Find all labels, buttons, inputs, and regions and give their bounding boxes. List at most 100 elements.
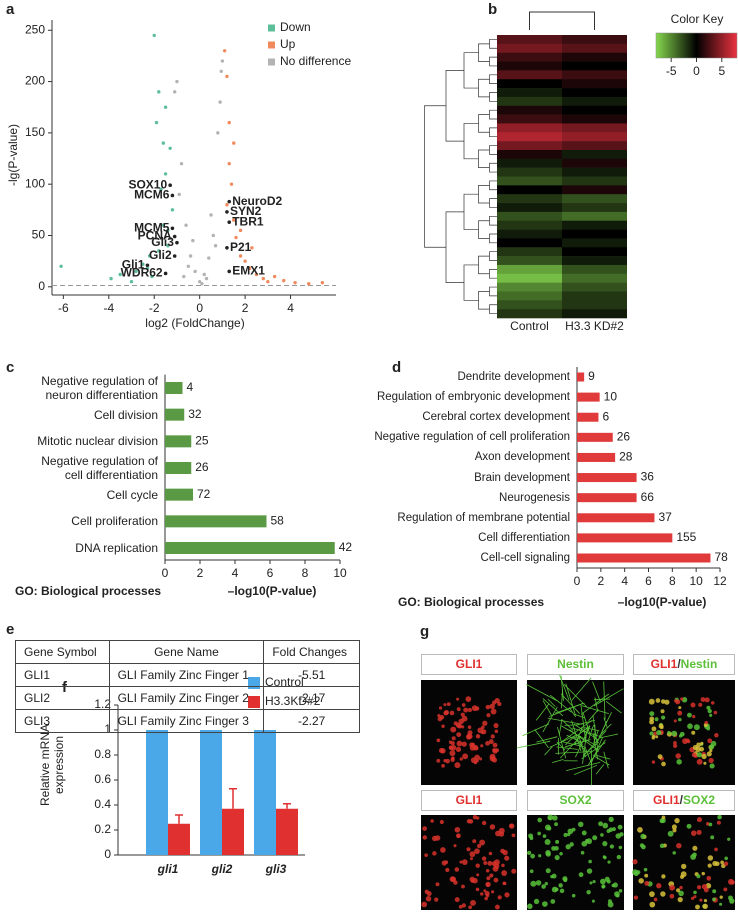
bar: [165, 435, 192, 448]
header-cell: Fold Changes: [263, 640, 360, 664]
cell: [606, 829, 611, 833]
bar: [577, 493, 637, 503]
heatmap-cell: [562, 167, 627, 177]
heatmap-cell: [497, 203, 562, 213]
cell: [679, 885, 683, 890]
point: [134, 269, 138, 274]
cell: [494, 904, 500, 910]
point: [229, 182, 234, 186]
x-tick-label: gli3: [265, 862, 287, 876]
cell: [672, 851, 676, 855]
cell: [707, 708, 712, 714]
point: [166, 228, 170, 233]
gene-label: Gli3: [151, 235, 174, 249]
row-dendrogram: [489, 92, 497, 102]
cell: [601, 885, 605, 889]
cell: [709, 763, 715, 769]
cell: [706, 726, 711, 731]
cell: GLI1: [15, 663, 110, 687]
cell-process: [592, 681, 602, 703]
point: [175, 79, 179, 84]
cell: GLI Family Zinc Finger 1: [108, 663, 265, 687]
micrograph-label: GLI1: [421, 654, 517, 675]
y-tick-label: 0.4: [94, 797, 111, 811]
legend-label: Down: [280, 20, 311, 34]
bar-count: 42: [339, 540, 353, 554]
annotated-point: [225, 210, 229, 214]
heatmap-cell: [497, 291, 562, 301]
cell: [456, 707, 461, 712]
point: [163, 172, 168, 176]
point: [204, 276, 209, 281]
bar-count: 26: [617, 430, 631, 444]
cell: [480, 744, 484, 748]
cell: GLI2: [15, 686, 110, 710]
cell: [455, 746, 462, 753]
gene-label: EMX1: [232, 264, 265, 278]
cell: [639, 843, 645, 848]
row-dendrogram: [489, 56, 497, 67]
bar-count: 25: [195, 434, 209, 448]
cell: [709, 748, 713, 753]
cell: [504, 892, 510, 898]
cell: [488, 851, 493, 856]
heatmap-cell: [497, 176, 562, 186]
color-key: [655, 32, 738, 59]
cell: [541, 884, 546, 889]
heatmap-cell: [562, 141, 627, 151]
bar-count: 66: [641, 490, 655, 504]
cell: [712, 889, 717, 894]
cell: [696, 817, 702, 823]
cell: [714, 861, 720, 867]
heatmap-cell: [562, 256, 627, 266]
cell: [658, 723, 664, 729]
point: [179, 161, 184, 166]
heatmap-cell: [497, 43, 562, 53]
caption: GO: Biological processes: [15, 584, 161, 598]
column-label: Control: [510, 319, 549, 333]
cell: [656, 883, 662, 889]
cell-process: [561, 741, 584, 748]
gene-label: P21: [230, 240, 252, 254]
cell: [461, 884, 465, 889]
cell: [486, 876, 491, 881]
cell: [440, 847, 446, 853]
label-part: Nestin: [557, 657, 594, 671]
x-tick-label: 8: [302, 566, 309, 580]
label-part: /: [679, 793, 683, 807]
cell: [592, 835, 598, 841]
point: [150, 274, 154, 279]
cell: [422, 835, 427, 840]
cell: [497, 895, 502, 900]
cell: [422, 826, 427, 831]
row-dendrogram: [478, 255, 490, 275]
cell: [544, 881, 549, 886]
table-row: GLI1 GLI Family Zinc Finger 1 -5.51: [15, 663, 360, 687]
cell: [436, 758, 441, 763]
cell: [589, 881, 593, 885]
cell: [716, 820, 721, 825]
cell: [648, 698, 655, 705]
cell: [461, 859, 468, 866]
cell: [707, 863, 712, 868]
gene-label: MCM5: [134, 220, 170, 234]
cell: [678, 890, 684, 897]
cell: [494, 697, 500, 704]
heatmap-cell: [497, 194, 562, 204]
cell: [501, 863, 505, 868]
bar: [577, 473, 637, 483]
cell: [667, 730, 671, 735]
cell: -2.17: [263, 686, 360, 710]
cell: [577, 821, 584, 828]
cell-process: [565, 683, 576, 716]
cell: [421, 901, 428, 908]
cell-process: [595, 764, 605, 775]
point: [218, 100, 222, 104]
cell: [538, 854, 542, 858]
cell: [511, 868, 517, 874]
cell: [489, 873, 494, 878]
cell: [454, 867, 460, 872]
row-dendrogram: [489, 162, 497, 173]
cell-process: [571, 720, 582, 752]
cell: [704, 720, 708, 725]
